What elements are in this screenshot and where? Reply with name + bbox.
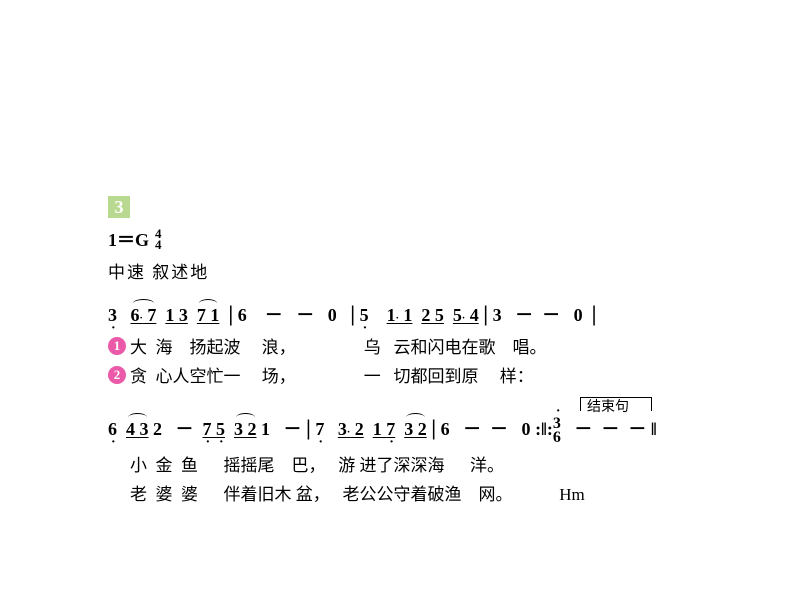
- lyric-row-1-verse-2: 2 贪 心人空忙一 场， 一 切都回到原 样：: [108, 362, 688, 387]
- key-signature: 1＝G: [108, 226, 149, 252]
- sheet-music-content: 3 1＝G 4 4 中速 叙述地 3 6· 7 1 3 7 1 | 6 － － …: [108, 196, 688, 509]
- notation-line-2: 结束句 6 4 3 2 － 7 5 3 2 1 － | 7 3· 2 1 7 3…: [108, 415, 688, 445]
- section-badge: 3: [108, 196, 130, 218]
- notes-1: 3 6· 7 1 3 7 1 | 6 － － 0 | 5 1· 1 2 5 5·…: [108, 301, 688, 327]
- lyric-row-2-verse-1: 小 金 鱼 摇摇尾 巴， 游 进了深深海 洋。: [108, 451, 688, 476]
- system-2: 结束句 6 4 3 2 － 7 5 3 2 1 － | 7 3· 2 1 7 3…: [108, 415, 688, 505]
- lyric-row-1-verse-1: 1 大 海 扬起波 浪， 乌 云和闪电在歌 唱。: [108, 333, 688, 358]
- ending-label: 结束句: [587, 396, 629, 416]
- notation-line-1: 3 6· 7 1 3 7 1 | 6 － － 0 | 5 1· 1 2 5 5·…: [108, 301, 688, 327]
- key-time-signature: 1＝G 4 4: [108, 226, 688, 252]
- verse-1-badge: 1: [108, 337, 126, 355]
- lyric-2-2: 老 婆 婆 伴着旧木 盆， 老公公守着破渔 网。 Hm: [130, 480, 585, 505]
- lyric-2-1: 小 金 鱼 摇摇尾 巴， 游 进了深深海 洋。: [130, 451, 504, 476]
- verse-2-badge: 2: [108, 366, 126, 384]
- time-signature: 4 4: [155, 228, 162, 250]
- lyric-1-1: 大 海 扬起波 浪， 乌 云和闪电在歌 唱。: [130, 333, 547, 358]
- lyric-1-2: 贪 心人空忙一 场， 一 切都回到原 样：: [130, 362, 534, 387]
- ending-bracket: 结束句: [580, 397, 652, 411]
- notes-2: 6 4 3 2 － 7 5 3 2 1 － | 7 3· 2 1 7 3 2 |…: [108, 415, 688, 445]
- lyric-row-2-verse-2: 老 婆 婆 伴着旧木 盆， 老公公守着破渔 网。 Hm: [108, 480, 688, 505]
- time-sig-denominator: 4: [155, 239, 162, 250]
- stacked-end-notes: 36: [553, 417, 561, 445]
- tempo-marking: 中速 叙述地: [108, 258, 688, 283]
